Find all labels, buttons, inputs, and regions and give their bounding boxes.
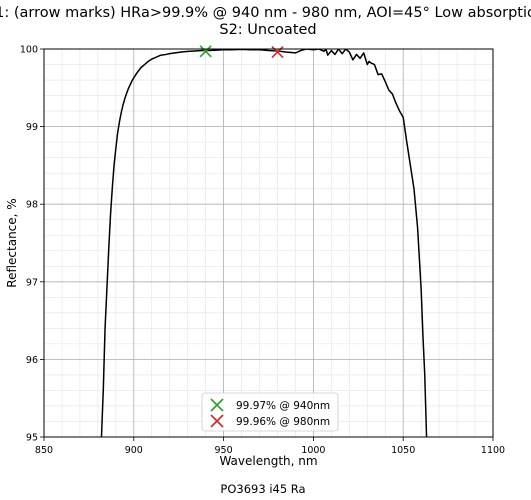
minor-grid <box>43 48 494 438</box>
legend-marker-1-stroke-b <box>210 398 224 412</box>
chart-title-line1: S1: (arrow marks) HRa>99.9% @ 940 nm - 9… <box>0 5 531 21</box>
figure-footer: PO3693 i45 Ra <box>220 482 305 496</box>
y-tick-label: 96 <box>26 355 38 366</box>
y-axis-ticks: 95 96 97 98 99 100 <box>20 45 44 444</box>
x-tick-label: 1100 <box>481 445 505 456</box>
x-axis-label: Wavelength, nm <box>219 454 317 468</box>
chart-title-line2: S2: Uncoated <box>219 22 316 38</box>
legend: 99.97% @ 940nm 99.96% @ 980nm <box>201 392 339 432</box>
legend-box <box>201 392 339 432</box>
plot-frame <box>43 48 494 438</box>
y-axis-label: Reflectance, % <box>5 198 19 287</box>
major-grid <box>43 48 494 438</box>
x-tick-label: 1000 <box>301 445 325 456</box>
x-tick-label: 900 <box>125 445 143 456</box>
x-tick-label: 950 <box>215 445 233 456</box>
data-marker-2-stroke-b <box>271 46 284 59</box>
y-tick-label: 98 <box>26 200 38 211</box>
legend-label-1: 99.97% @ 940nm <box>236 400 330 412</box>
x-tick-label: 850 <box>35 445 53 456</box>
y-tick-label: 99 <box>26 122 38 133</box>
data-marker-2 <box>271 46 284 59</box>
data-marker-1-stroke-b <box>199 45 212 58</box>
x-axis-ticks: 850 900 950 1000 1050 1100 <box>35 437 505 456</box>
reflectance-curve <box>100 49 428 437</box>
y-tick-label: 100 <box>20 45 38 56</box>
y-tick-label: 95 <box>26 433 38 444</box>
series-layer <box>100 49 428 437</box>
marker-layer <box>199 45 284 59</box>
legend-marker-2 <box>210 414 224 428</box>
legend-label-2: 99.96% @ 980nm <box>236 416 330 428</box>
y-tick-label: 97 <box>26 277 38 288</box>
legend-marker-1 <box>210 398 224 412</box>
data-marker-1 <box>199 45 212 58</box>
x-tick-label: 1050 <box>391 445 415 456</box>
legend-marker-2-stroke-b <box>210 414 224 428</box>
